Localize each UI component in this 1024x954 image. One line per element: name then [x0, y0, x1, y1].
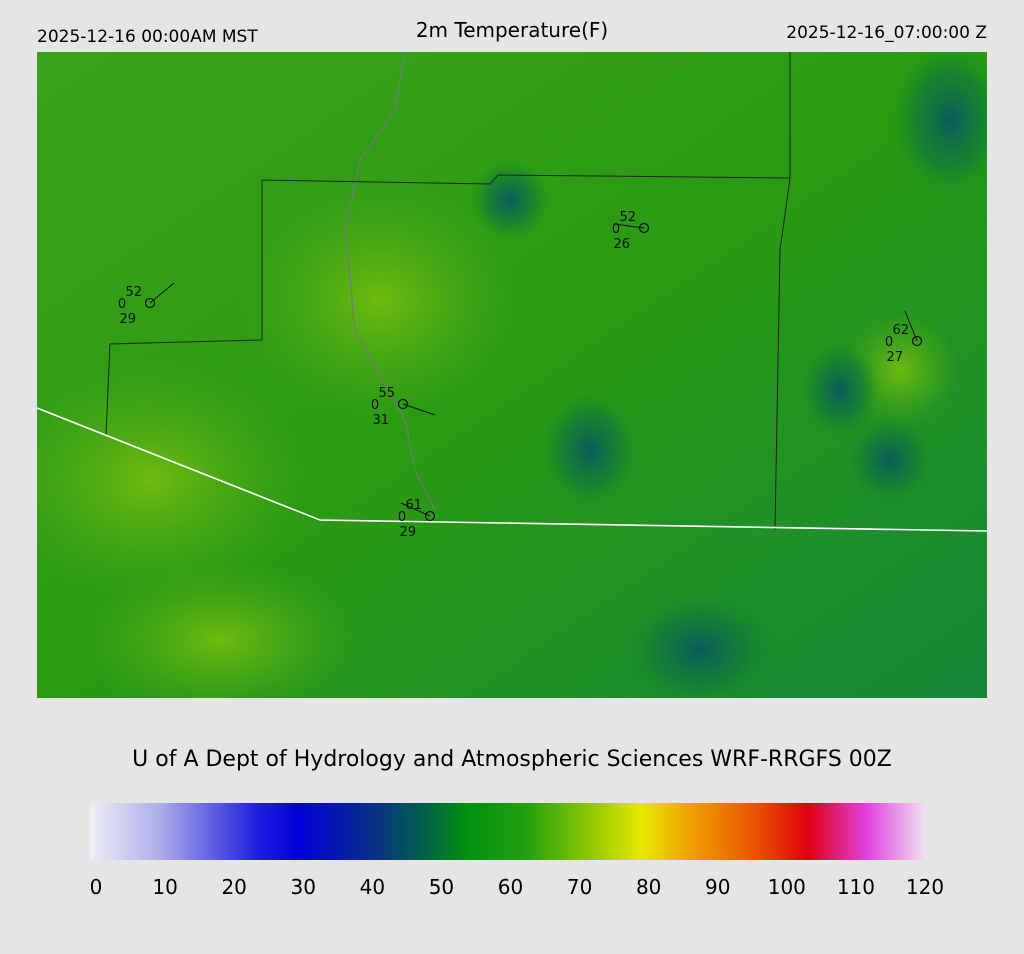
map-title: 2m Temperature(F) [416, 18, 608, 42]
wind-barb [400, 502, 431, 517]
station-sky: 0 [371, 398, 379, 413]
station-temp: 62 [892, 323, 909, 338]
map [37, 52, 987, 698]
colorbar-tick-label: 110 [837, 875, 875, 899]
colorbar-tick-label: 50 [429, 875, 454, 899]
station-temp: 61 [405, 498, 422, 513]
colorbar-tick-label: 90 [705, 875, 730, 899]
station-sky: 0 [612, 222, 620, 237]
colorbar-tick-label: 100 [768, 875, 806, 899]
station-circle [638, 222, 650, 234]
colorbar-tick-label: 70 [567, 875, 592, 899]
wind-barb [402, 403, 436, 416]
colorbar-tick-label: 80 [636, 875, 661, 899]
station-circle [424, 510, 436, 522]
station-sky: 0 [118, 297, 126, 312]
station-sky: 0 [885, 335, 893, 350]
station-dewpoint: 27 [886, 350, 903, 365]
colorbar-tick-label: 120 [906, 875, 944, 899]
station-dewpoint: 29 [119, 312, 136, 327]
colorbar-tick-label: 40 [360, 875, 385, 899]
footer-credit: U of A Dept of Hydrology and Atmospheric… [132, 747, 892, 772]
station-sky: 0 [398, 510, 406, 525]
wind-barb [149, 282, 175, 304]
station-circle [397, 398, 409, 410]
colorbar-tick-label: 60 [498, 875, 523, 899]
wind-barb [904, 310, 918, 342]
colorbar-ticks: 0 10 20 30 40 50 60 70 80 90 100 110 120 [90, 860, 944, 899]
colorbar-tick-label: 0 [90, 875, 103, 899]
station-circle [144, 297, 156, 309]
station-temp: 52 [125, 285, 142, 300]
colorbar [90, 803, 925, 860]
station-temp: 55 [378, 386, 395, 401]
station-dewpoint: 29 [399, 525, 416, 540]
colorbar-tick-label: 20 [221, 875, 246, 899]
colorbar-tick-label: 10 [152, 875, 177, 899]
station-circle [911, 335, 923, 347]
station-dewpoint: 31 [372, 413, 389, 428]
station-dewpoint: 26 [613, 237, 630, 252]
station-temp: 52 [619, 210, 636, 225]
colorbar-tick-label: 30 [291, 875, 316, 899]
valid-time-local: 2025-12-16 00:00AM MST [37, 27, 258, 47]
valid-time-utc: 2025-12-16_07:00:00 Z [786, 23, 987, 43]
